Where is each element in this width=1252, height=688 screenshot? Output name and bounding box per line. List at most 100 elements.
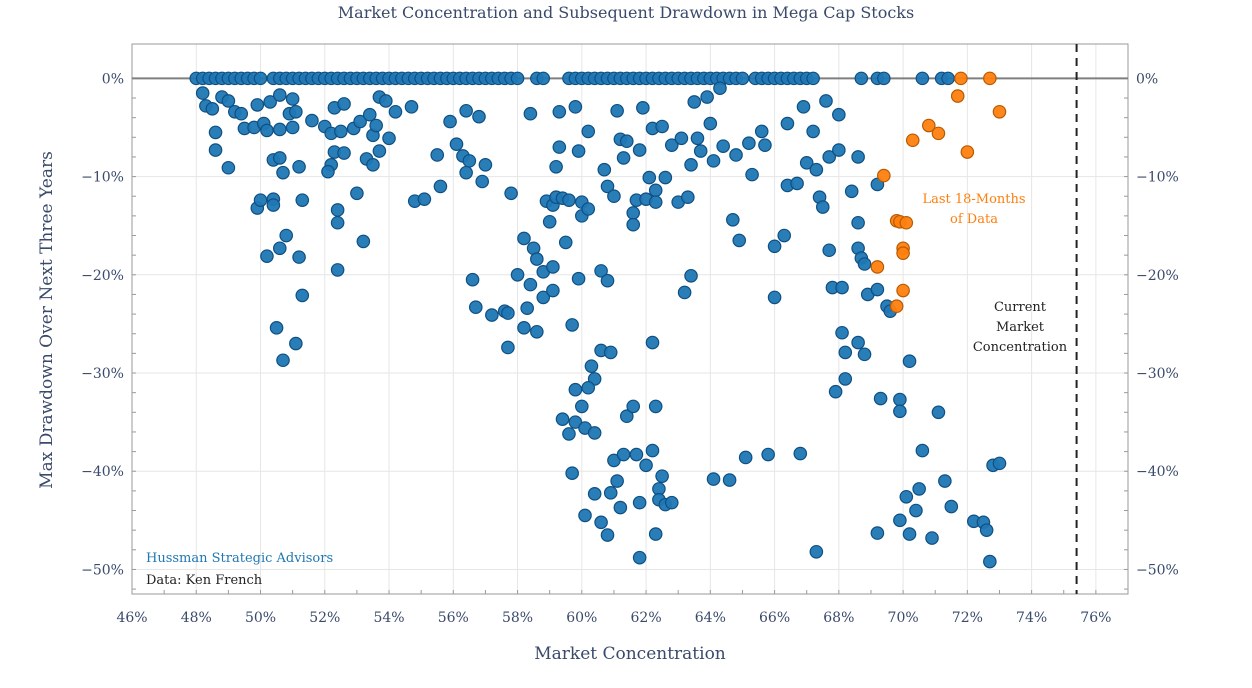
historical-data-point [510,268,525,282]
historical-data-point [796,100,811,114]
historical-data-point [565,466,579,480]
recent-data-point [899,215,914,230]
historical-data-point [292,250,306,264]
recent-data-point [954,71,968,86]
historical-data-point [639,458,653,473]
historical-data-point [504,186,518,201]
historical-data-point [295,288,310,303]
historical-data-point [337,97,351,111]
y-tick-label-right: −20% [1136,268,1179,284]
historical-data-point [828,384,843,399]
historical-data-point [536,290,551,305]
historical-data-point [645,335,660,350]
historical-data-point [272,151,287,165]
y-tick-label-right: 0% [1136,71,1158,87]
historical-data-point [674,131,689,146]
historical-data-point [568,100,583,114]
historical-data-point [844,184,859,199]
historical-data-point [607,453,621,468]
historical-data-point [292,159,306,174]
x-tick-label: 70% [888,610,919,626]
historical-data-point [857,347,872,362]
historical-data-point [305,113,319,128]
historical-data-point [575,399,589,414]
historical-data-point [851,335,865,350]
historical-data-point [793,446,808,461]
historical-data-point [835,280,849,295]
historical-data-point [562,193,576,207]
historical-data-point [353,114,367,129]
historical-data-point [250,98,265,112]
historical-data-point [655,469,669,483]
historical-data-point [938,474,952,488]
historical-data-point [581,202,596,216]
x-tick-label: 74% [1016,610,1047,626]
historical-data-point [655,119,669,134]
historical-data-point [870,526,885,540]
historical-data-point [632,143,647,157]
historical-data-point [253,71,268,86]
x-axis: 46% 48% 50% 52% 54% 56% 58% 60% 62% 64% 66% 68% 70% 7… [116,610,1111,626]
historical-data-point [530,252,544,266]
historical-data-point [285,120,300,135]
x-tick-label: 66% [759,610,790,626]
y-tick-label-left: −10% [81,170,124,186]
historical-data-point [664,138,679,152]
y-tick-label-left: −50% [81,562,124,578]
historical-data-point [722,473,737,487]
historical-data-point [485,308,499,322]
current-annotation-line2: Market [996,320,1045,335]
historical-data-point [610,103,624,118]
historical-data-point [732,233,747,248]
historical-data-point [587,487,602,501]
historical-data-point [893,392,907,407]
historical-data-point [873,391,888,406]
x-tick-label: 52% [309,610,340,626]
historical-data-point [616,447,631,462]
historical-data-point [578,508,592,523]
historical-data-point [594,264,608,278]
historical-data-point [285,92,300,106]
historical-data-point [330,203,345,217]
x-tick-label: 46% [116,610,147,626]
historical-data-point [851,150,865,164]
historical-data-point [266,198,281,212]
historical-data-point [546,260,560,274]
historical-data-point [742,136,756,150]
historical-data-point [767,290,782,305]
historical-data-point [790,176,804,191]
historical-data-point [555,412,570,426]
historical-data-point [449,137,464,151]
historical-data-point [459,165,473,180]
historical-data-point [253,193,268,207]
historical-data-point [600,273,615,288]
historical-data-point [366,158,380,172]
x-tick-label: 76% [1080,610,1111,626]
historical-data-point [838,345,853,360]
historical-data-point [735,71,750,86]
historical-data-point [761,447,775,462]
historical-data-point [681,190,695,205]
historical-data-point [330,263,345,277]
historical-data-point [558,235,573,250]
historical-data-point [417,192,432,206]
historical-data-point [754,124,769,139]
historical-data-point [693,144,708,158]
y-axis-right: 0% −10% −20% −30% −40% −50% [1136,71,1179,578]
historical-data-point [205,102,220,116]
historical-data-point [276,353,290,368]
x-tick-label: 54% [373,610,404,626]
historical-data-point [433,179,448,194]
y-tick-label-right: −40% [1136,464,1179,480]
historical-points [189,71,1007,569]
recent-data-point [960,145,975,159]
y-axis-left: 0% −10% −20% −30% −40% −50% [81,71,124,578]
historical-data-point [289,336,303,351]
recent-data-point [870,260,885,274]
historical-data-point [208,125,223,140]
historical-data-point [902,354,917,369]
historical-data-point [870,282,885,297]
historical-data-point [468,300,483,315]
historical-data-point [269,321,284,335]
historical-data-point [983,554,997,569]
